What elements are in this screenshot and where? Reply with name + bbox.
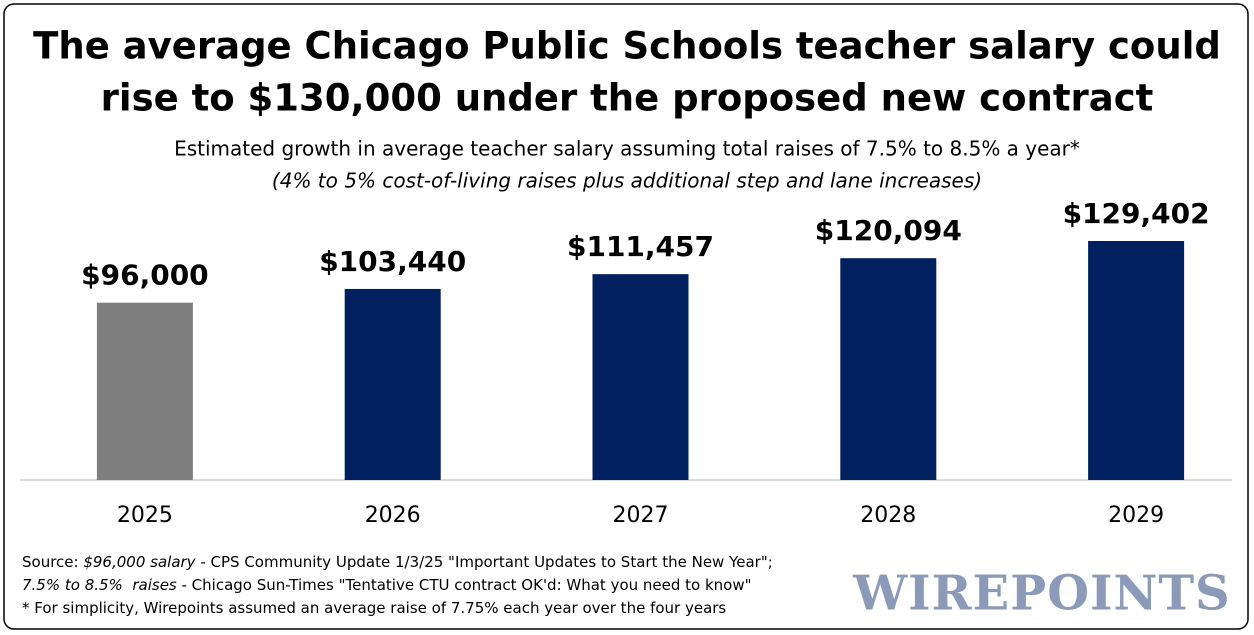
- bar: [840, 258, 937, 480]
- note-part: - Chicago Sun-Times "Tentative CTU contr…: [177, 576, 752, 594]
- chart-title: The average Chicago Public Schools teach…: [33, 25, 1221, 68]
- subtitle: Estimated growth in average teacher sala…: [174, 137, 1080, 161]
- source-note: Source: $96,000 salary - CPS Community U…: [22, 553, 773, 571]
- logo: WIREPOINTS: [852, 566, 1230, 622]
- source-note: 7.5% to 8.5% raises - Chicago Sun-Times …: [22, 576, 752, 594]
- note-part: 7.5% to 8.5% raises: [22, 576, 177, 594]
- x-tick-label: 2025: [117, 503, 173, 528]
- x-tick-label: 2027: [613, 503, 669, 528]
- source-note: * For simplicity, Wirepoints assumed an …: [22, 599, 726, 617]
- x-tick-label: 2026: [365, 503, 421, 528]
- value-label: $96,000: [81, 259, 209, 292]
- note-part: Source:: [22, 553, 83, 571]
- value-label: $129,402: [1063, 197, 1210, 230]
- value-label: $103,440: [319, 245, 466, 278]
- note-part: - CPS Community Update 1/3/25 "Important…: [196, 553, 773, 571]
- bar: [1088, 241, 1185, 480]
- bar: [592, 274, 689, 480]
- note-part: $96,000 salary: [83, 553, 196, 571]
- x-tick-label: 2028: [860, 503, 916, 528]
- x-tick-label: 2029: [1108, 503, 1164, 528]
- note-part: * For simplicity, Wirepoints assumed an …: [22, 599, 726, 617]
- subtitle-note: (4% to 5% cost-of-living raises plus add…: [272, 169, 982, 193]
- chart-title: rise to $130,000 under the proposed new …: [101, 77, 1154, 120]
- value-label: $120,094: [815, 214, 962, 247]
- bar: [96, 302, 193, 480]
- bar: [344, 288, 441, 480]
- value-label: $111,457: [567, 230, 714, 263]
